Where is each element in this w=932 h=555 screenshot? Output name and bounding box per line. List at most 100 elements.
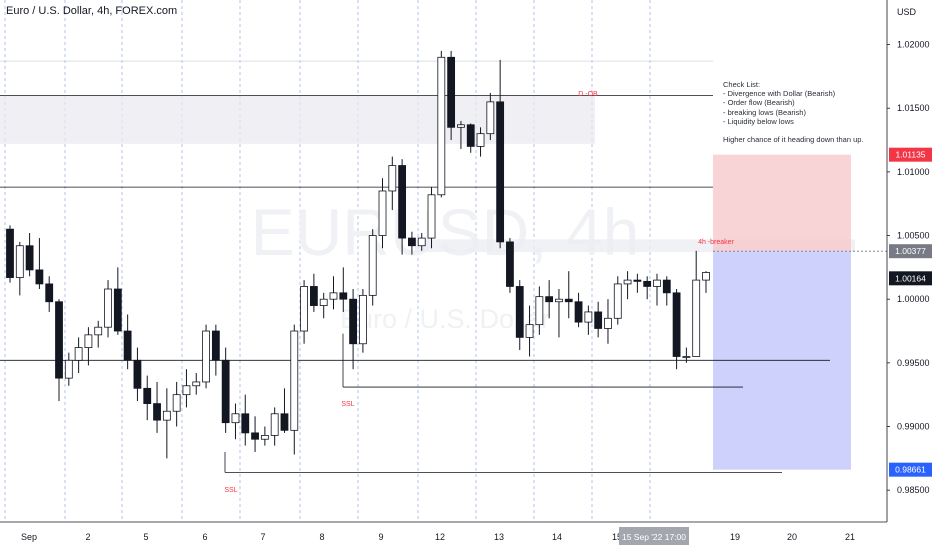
watermark-name: Euro / U.S. Dollar [340,304,550,334]
y-tick-label: 1.01000 [897,167,930,177]
time-axis-bg [0,522,887,550]
candle-bearish [506,241,514,287]
candle-bearish [339,292,348,300]
candle-bearish [241,413,250,434]
candle-bullish [359,294,367,345]
price-tag-label: 1.01135 [895,150,925,160]
stop-loss-zone [713,154,851,252]
x-tick-label: 7 [260,532,265,542]
candle-bearish [643,280,652,287]
candle-bearish [545,296,554,303]
label-ssl-lower: SSL [224,487,237,494]
candle-bearish [35,269,44,285]
y-tick-label: 0.99500 [897,358,930,368]
price-tag-label: 1.00377 [895,246,926,256]
candle-bullish [388,165,397,192]
candle-bearish [211,330,220,361]
x-tick-label: 14 [552,532,562,542]
cursor-time-box [619,527,689,545]
candle-bearish [113,288,122,332]
candle-bullish [476,133,485,147]
candle-bullish [104,288,112,328]
x-tick-label: 9 [378,532,383,542]
candle-bullish [437,56,446,196]
label-d-ob: D -OB [578,91,598,98]
price-tag-label: 1.00164 [895,273,926,283]
y-tick-label: 1.00500 [897,231,930,241]
candle-bearish [221,359,230,424]
checklist-note: Check List: - Divergence with Dollar (Be… [723,80,864,145]
price-tag-label: 0.98661 [895,465,926,475]
candle-bullish [525,324,534,338]
candle-bullish [290,330,299,431]
candle-bullish [74,347,83,361]
candle-bearish [133,359,142,389]
candle-bullish [329,292,338,300]
x-tick-label: 19 [730,532,740,542]
candle-bearish [447,56,456,128]
x-tick-label: 6 [202,532,207,542]
candle-bearish [55,301,63,379]
y-tick-label: 1.01500 [897,103,930,113]
candle-bullish [604,317,612,329]
candle-bullish [300,286,308,332]
x-tick-label: 21 [845,532,855,542]
candle-bullish [584,311,593,323]
candle-bearish [633,279,642,282]
candle-bearish [594,311,603,329]
candle-bearish [251,432,259,440]
candle-bullish [535,296,544,326]
candle-bullish [319,298,328,306]
price-tag [889,271,932,286]
candle-bullish [702,272,710,281]
candle-bearish [564,298,573,303]
candle-bullish [623,279,632,285]
cursor-time-label: 15 Sep '22 17:00 [622,532,686,542]
candle-bearish [408,237,416,247]
candle-bearish [672,292,681,357]
currency-label: USD [897,7,917,17]
candle-bullish [368,235,377,296]
price-tag [889,244,932,259]
candle-bullish [486,101,495,135]
candle-bullish [417,237,426,247]
label-ssl-upper: SSL [341,401,354,408]
candle-bullish [192,381,201,387]
x-tick-label: 13 [494,532,504,542]
candle-bearish [143,387,152,404]
candle-bearish [398,165,407,239]
candle-bullish [172,394,181,412]
candle-bullish [84,334,93,348]
label-4h-breaker: 4h -breaker [698,239,734,246]
candle-bearish [45,283,54,303]
candle-bullish [64,359,73,379]
candle-bearish [466,124,475,147]
x-tick-label: 8 [319,532,324,542]
x-tick-label: 20 [787,532,797,542]
candle-bullish [15,245,24,278]
candle-bearish [280,413,289,431]
candle-bearish [309,286,318,306]
candle-bearish [153,403,161,421]
candle-bearish [662,279,671,294]
candle-bullish [692,279,701,357]
candle-bearish [574,301,583,323]
candle-bearish [496,101,505,243]
chart-title: Euro / U.S. Dollar, 4h, FOREX.com [6,5,178,17]
candle-bearish [515,286,524,338]
candle-bullish [260,435,269,440]
candle-bullish [182,385,191,396]
candle-bearish [6,228,14,278]
candle-bullish [94,326,103,336]
candle-bearish [123,330,132,361]
y-tick-label: 0.98500 [897,485,930,495]
candle-bullish [653,279,661,287]
candle-bullish [231,413,240,424]
x-tick-label: 2 [85,532,90,542]
y-tick-label: 0.99000 [897,422,930,432]
x-tick-label: 12 [435,532,445,542]
candle-bullish [682,356,691,358]
order-block-zone [0,95,595,144]
